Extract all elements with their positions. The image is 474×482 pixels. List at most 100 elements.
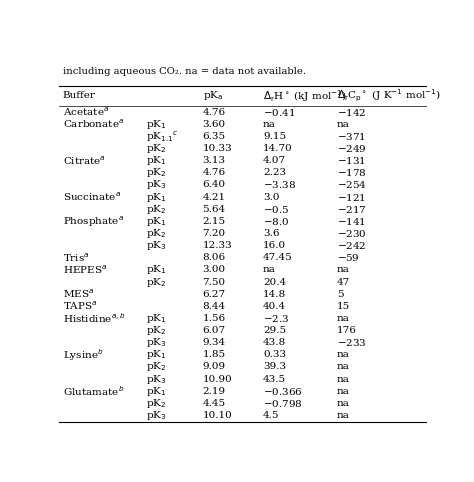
Text: $\Delta_\mathrm{r}$H$^\circ$ (kJ mol$^{-1}$): $\Delta_\mathrm{r}$H$^\circ$ (kJ mol$^{-… [263, 88, 347, 104]
Text: pK$_1$: pK$_1$ [146, 348, 166, 362]
Text: pK$_1$: pK$_1$ [146, 154, 166, 167]
Text: $-$0.41: $-$0.41 [263, 107, 295, 118]
Text: na: na [337, 362, 349, 372]
Text: 1.56: 1.56 [202, 314, 226, 323]
Text: 4.07: 4.07 [263, 156, 286, 165]
Text: $-$254: $-$254 [337, 179, 366, 190]
Text: na: na [337, 411, 349, 420]
Text: 6.40: 6.40 [202, 180, 226, 189]
Text: TAPS$^a$: TAPS$^a$ [63, 300, 98, 312]
Text: 3.00: 3.00 [202, 266, 226, 274]
Text: $-$233: $-$233 [337, 337, 366, 348]
Text: $-$217: $-$217 [337, 204, 366, 214]
Text: $-$8.0: $-$8.0 [263, 216, 290, 227]
Text: pK$_3$: pK$_3$ [146, 373, 166, 386]
Text: including aqueous CO₂. na = data not available.: including aqueous CO₂. na = data not ava… [63, 67, 306, 76]
Text: na: na [337, 387, 349, 396]
Text: 8.06: 8.06 [202, 253, 226, 262]
Text: na: na [337, 375, 349, 384]
Text: pK$_1$: pK$_1$ [146, 215, 166, 228]
Text: 14.70: 14.70 [263, 144, 293, 153]
Text: 2.19: 2.19 [202, 387, 226, 396]
Text: pK$_2$: pK$_2$ [146, 276, 166, 289]
Text: HEPES$^a$: HEPES$^a$ [63, 264, 107, 276]
Text: 40.4: 40.4 [263, 302, 286, 311]
Text: pK$_{1.1}$$^c$: pK$_{1.1}$$^c$ [146, 129, 178, 144]
Text: na: na [337, 399, 349, 408]
Text: $-$142: $-$142 [337, 107, 366, 118]
Text: 4.5: 4.5 [263, 411, 280, 420]
Text: 10.90: 10.90 [202, 375, 232, 384]
Text: pK$_3$: pK$_3$ [146, 409, 166, 422]
Text: Acetate$^a$: Acetate$^a$ [63, 106, 109, 119]
Text: 14.8: 14.8 [263, 290, 286, 299]
Text: $-$59: $-$59 [337, 252, 359, 263]
Text: 39.3: 39.3 [263, 362, 286, 372]
Text: 47.45: 47.45 [263, 253, 293, 262]
Text: na: na [337, 350, 349, 359]
Text: pK$_3$: pK$_3$ [146, 239, 166, 252]
Text: pK$_2$: pK$_2$ [146, 203, 166, 216]
Text: 9.34: 9.34 [202, 338, 226, 347]
Text: 20.4: 20.4 [263, 278, 286, 286]
Text: pK$_1$: pK$_1$ [146, 190, 166, 203]
Text: $-$371: $-$371 [337, 131, 365, 142]
Text: 2.23: 2.23 [263, 168, 286, 177]
Text: 4.21: 4.21 [202, 193, 226, 201]
Text: Glutamate$^b$: Glutamate$^b$ [63, 384, 124, 398]
Text: 12.33: 12.33 [202, 241, 232, 250]
Text: pK$_1$: pK$_1$ [146, 312, 166, 325]
Text: pK$_1$: pK$_1$ [146, 385, 166, 398]
Text: 4.76: 4.76 [202, 107, 226, 117]
Text: pK$_2$: pK$_2$ [146, 142, 166, 155]
Text: 6.35: 6.35 [202, 132, 226, 141]
Text: Tris$^a$: Tris$^a$ [63, 252, 90, 264]
Text: Succinate$^a$: Succinate$^a$ [63, 191, 121, 203]
Text: 9.15: 9.15 [263, 132, 286, 141]
Text: na: na [263, 266, 276, 274]
Text: 3.60: 3.60 [202, 120, 226, 129]
Text: na: na [337, 314, 349, 323]
Text: 1.85: 1.85 [202, 350, 226, 359]
Text: pK$_1$: pK$_1$ [146, 118, 166, 131]
Text: 29.5: 29.5 [263, 326, 286, 335]
Text: pK$_1$: pK$_1$ [146, 263, 166, 276]
Text: $-$249: $-$249 [337, 143, 366, 154]
Text: 3.6: 3.6 [263, 229, 280, 238]
Text: 6.27: 6.27 [202, 290, 226, 299]
Text: $-$131: $-$131 [337, 155, 365, 166]
Text: Carbonate$^a$: Carbonate$^a$ [63, 118, 124, 131]
Text: Lysine$^b$: Lysine$^b$ [63, 347, 103, 363]
Text: 7.20: 7.20 [202, 229, 226, 238]
Text: $-$141: $-$141 [337, 216, 365, 227]
Text: 2.15: 2.15 [202, 217, 226, 226]
Text: $-$0.798: $-$0.798 [263, 398, 303, 409]
Text: $-$121: $-$121 [337, 191, 365, 202]
Text: 8.44: 8.44 [202, 302, 226, 311]
Text: pK$_\mathrm{a}$: pK$_\mathrm{a}$ [202, 89, 223, 102]
Text: 6.07: 6.07 [202, 326, 226, 335]
Text: 0.33: 0.33 [263, 350, 286, 359]
Text: pK$_3$: pK$_3$ [146, 336, 166, 349]
Text: Buffer: Buffer [63, 92, 96, 100]
Text: 5.64: 5.64 [202, 205, 226, 214]
Text: pK$_2$: pK$_2$ [146, 227, 166, 240]
Text: 3.0: 3.0 [263, 193, 280, 201]
Text: $-$0.366: $-$0.366 [263, 386, 303, 397]
Text: pK$_2$: pK$_2$ [146, 166, 166, 179]
Text: na: na [263, 120, 276, 129]
Text: MES$^a$: MES$^a$ [63, 288, 94, 300]
Text: pK$_2$: pK$_2$ [146, 361, 166, 374]
Text: pK$_2$: pK$_2$ [146, 397, 166, 410]
Text: $\Delta_\mathrm{r}$C$_\mathrm{p}$$^\circ$ (J K$^{-1}$ mol$^{-1}$): $\Delta_\mathrm{r}$C$_\mathrm{p}$$^\circ… [337, 88, 441, 104]
Text: 43.8: 43.8 [263, 338, 286, 347]
Text: 15: 15 [337, 302, 350, 311]
Text: na: na [337, 266, 349, 274]
Text: 9.09: 9.09 [202, 362, 226, 372]
Text: 5: 5 [337, 290, 343, 299]
Text: $-$0.5: $-$0.5 [263, 204, 290, 214]
Text: 43.5: 43.5 [263, 375, 286, 384]
Text: $-$2.3: $-$2.3 [263, 313, 290, 324]
Text: 47: 47 [337, 278, 350, 286]
Text: 4.76: 4.76 [202, 168, 226, 177]
